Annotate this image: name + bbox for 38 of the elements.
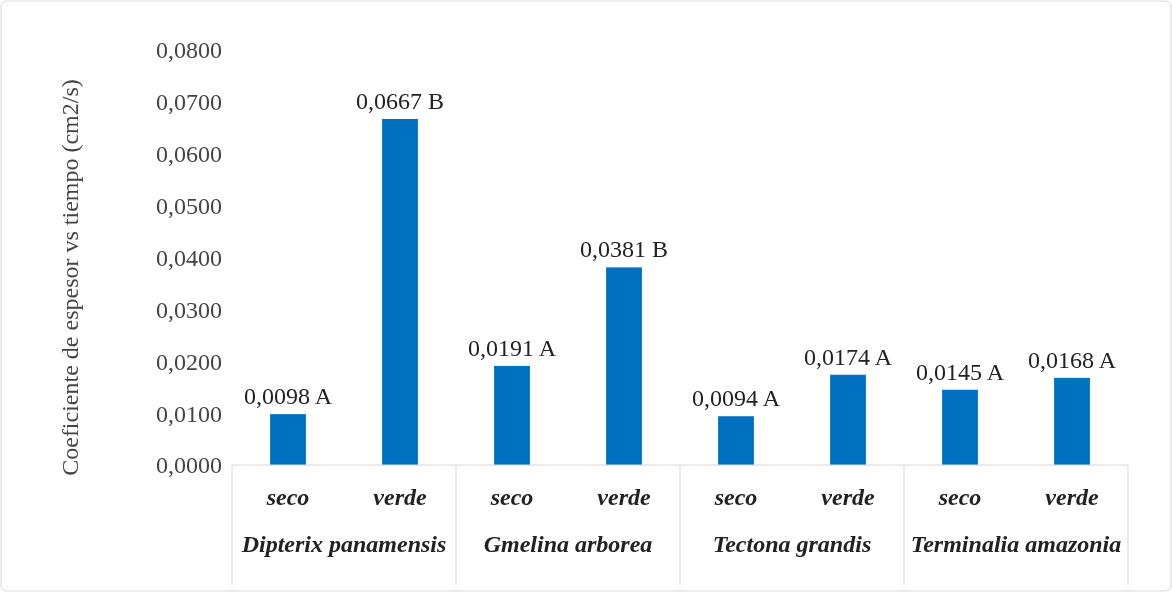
y-tick-label: 0,0100 xyxy=(156,400,222,427)
data-label: 0,0381 B xyxy=(579,236,669,263)
x-tick-label: verde xyxy=(821,484,875,510)
y-axis-title: Coeficiente de espesor vs tiempo (cm2/s) xyxy=(57,79,83,476)
x-tick-label: verde xyxy=(1045,484,1099,510)
text: Terminalia amazonia xyxy=(910,531,1122,557)
y-tick-label: 0,0500 xyxy=(156,193,222,220)
y-tick-label: 0,0400 xyxy=(156,244,222,271)
y-tick-label: 0,0600 xyxy=(156,141,222,168)
bar xyxy=(270,414,306,465)
y-tick-label: 0,0800 xyxy=(156,37,222,64)
y-tick-label: 0,0200 xyxy=(156,348,222,375)
data-label: 0,0174 A xyxy=(803,343,893,370)
data-label: 0,0094 A xyxy=(691,385,781,412)
x-tick-label: seco xyxy=(937,484,982,510)
data-label: 0,0098 A xyxy=(243,383,333,410)
data-label: 0,0145 A xyxy=(915,358,1005,385)
x-tick-label: seco xyxy=(489,484,534,510)
bar xyxy=(1054,377,1090,465)
x-tick-label: verde xyxy=(373,484,427,510)
x-tick-label: seco xyxy=(713,484,758,510)
data-label: 0,0667 B xyxy=(355,87,445,114)
x-tick-label: verde xyxy=(597,484,651,510)
bar xyxy=(606,267,642,465)
y-tick-label: 0,0000 xyxy=(156,452,222,479)
data-label: 0,0191 A xyxy=(467,334,557,361)
y-tick-label: 0,0300 xyxy=(156,296,222,323)
text: Tectona grandis xyxy=(712,531,872,557)
bar xyxy=(942,389,978,465)
bar xyxy=(494,365,530,465)
data-label: 0,0168 A xyxy=(1027,346,1117,373)
x-tick-label: seco xyxy=(265,484,310,510)
bar xyxy=(718,416,754,465)
text: Dipterix panamensis xyxy=(240,531,447,557)
text: Gmelina arborea xyxy=(483,531,653,557)
y-tick-label: 0,0700 xyxy=(156,89,222,116)
bar xyxy=(830,374,866,465)
bar xyxy=(382,118,418,465)
